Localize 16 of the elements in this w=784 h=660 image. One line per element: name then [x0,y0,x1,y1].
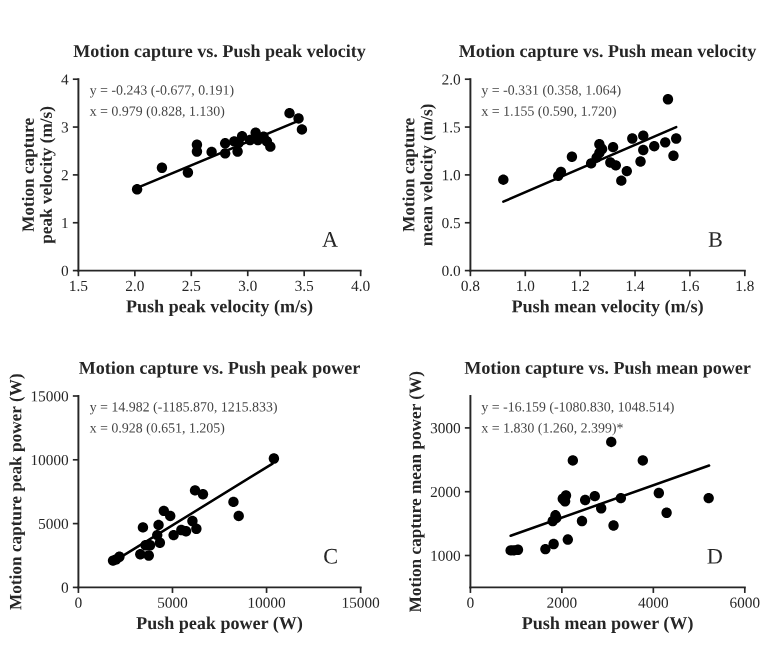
y-axis-title: Motion capture mean power (W) [408,371,425,613]
x-axis-title: Push peak velocity (m/s) [126,299,313,317]
x-axis-title: Push mean power (W) [522,616,693,633]
chart-title: Motion capture vs. Push mean velocity [459,44,757,61]
y-axis-title: Motion capture peak velocity (m/s) [21,106,56,244]
y-axis-title: Motion capture mean velocity (m/s) [402,104,437,246]
chart-title: Motion capture vs. Push peak velocity [73,44,366,61]
x-axis-title: Push mean velocity (m/s) [511,299,703,317]
chart-title: Motion capture vs. Push mean power [464,361,751,378]
annotation: A [322,232,338,247]
chart-title: Motion capture vs. Push peak power [79,361,360,378]
y-axis-title: Motion capture peak power (W) [9,374,25,610]
annotation: D [707,548,722,564]
annotation: C [324,548,337,564]
annotation: B [708,232,722,247]
x-axis-title: Push peak power (W) [136,616,303,633]
